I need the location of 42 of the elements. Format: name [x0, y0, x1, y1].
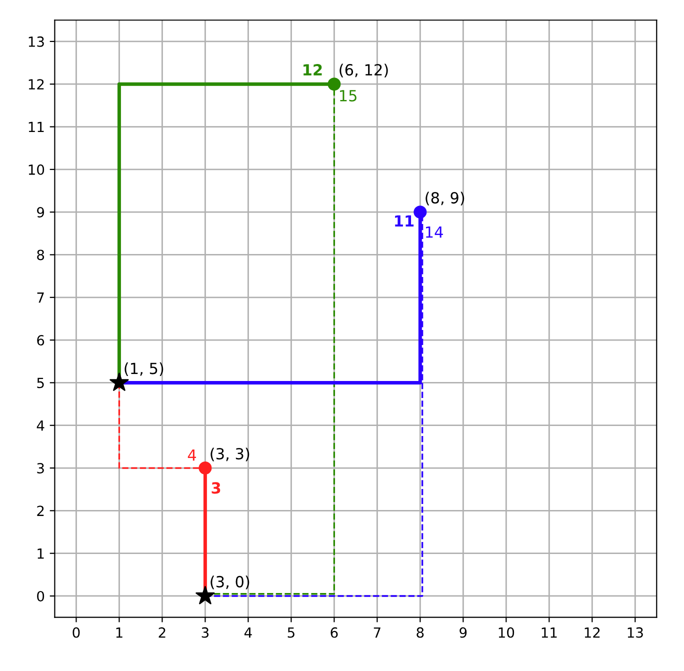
y-tick-label: 9	[37, 207, 44, 218]
x-tick-label: 10	[498, 627, 514, 638]
annotation: 11	[395, 215, 414, 226]
y-tick-label: 12	[28, 79, 44, 90]
y-tick-label: 0	[37, 590, 44, 602]
x-tick-label: 5	[288, 627, 294, 638]
y-tick-label: 4	[36, 420, 44, 431]
x-tick-label: 0	[72, 627, 80, 638]
annotation: 12	[304, 64, 322, 76]
annotation: (6, 12)	[340, 64, 388, 78]
y-tick-label: 2	[37, 506, 44, 516]
annotation: (8, 9)	[426, 192, 464, 206]
x-tick-label: 13	[628, 627, 643, 638]
point	[414, 206, 427, 219]
y-tick-label: 10	[28, 164, 44, 175]
annotation: (3, 3)	[210, 448, 250, 462]
y-tick-label: 5	[37, 378, 44, 388]
y-tick-label: 3	[37, 462, 44, 474]
point	[198, 462, 212, 475]
x-tick-label: 11	[542, 627, 557, 638]
x-tick-label: 12	[584, 627, 600, 638]
y-tick-label: 13	[28, 36, 44, 47]
x-tick-label: 7	[374, 627, 380, 638]
y-tick-label: 11	[28, 122, 44, 132]
annotation: (1, 5)	[124, 362, 164, 376]
x-tick-label: 2	[158, 627, 166, 638]
annotation: 4	[188, 450, 196, 461]
x-tick-label: 4	[244, 627, 252, 638]
x-tick-label: 6	[330, 627, 338, 638]
point	[328, 78, 341, 91]
x-tick-label: 3	[202, 627, 209, 638]
y-tick-label: 7	[37, 292, 44, 303]
y-tick-label: 8	[37, 250, 44, 260]
annotation: 14	[426, 226, 443, 238]
x-tick-label: 1	[116, 627, 122, 638]
y-tick-label: 1	[38, 548, 44, 559]
annotation: (3, 0)	[210, 576, 250, 590]
x-tick-label: 9	[460, 627, 467, 638]
y-tick-label: 6	[37, 335, 44, 346]
annotation: 15	[340, 90, 356, 102]
x-tick-label: 8	[416, 627, 424, 638]
annotation: 3	[212, 482, 220, 494]
